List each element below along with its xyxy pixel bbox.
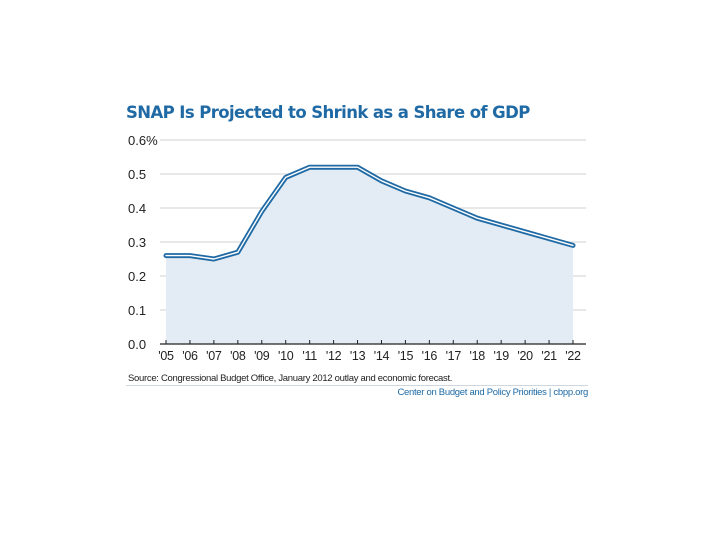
chart-title: SNAP Is Projected to Shrink as a Share o… xyxy=(126,103,530,122)
x-tick-label: '21 xyxy=(541,349,557,363)
x-tick-label: '17 xyxy=(446,349,462,363)
x-tick-label: '14 xyxy=(374,349,390,363)
y-tick-label: 0.3 xyxy=(128,235,146,250)
footer-divider xyxy=(126,385,588,386)
y-tick-label: 0.6% xyxy=(128,133,158,148)
series-line-highlight xyxy=(165,166,574,260)
x-tick-label: '05 xyxy=(158,349,174,363)
x-tick-label: '10 xyxy=(278,349,294,363)
y-tick-label: 0.5 xyxy=(128,167,146,182)
x-tick-label: '13 xyxy=(350,349,366,363)
x-tick-label: '07 xyxy=(206,349,222,363)
x-tick-label: '18 xyxy=(470,349,486,363)
source-note: Source: Congressional Budget Office, Jan… xyxy=(128,373,453,384)
x-tick-label: '06 xyxy=(182,349,198,363)
credit-link[interactable]: Center on Budget and Policy Priorities |… xyxy=(397,387,588,398)
x-tick-label: '11 xyxy=(302,349,317,363)
x-tick-label: '15 xyxy=(398,349,414,363)
line-layer xyxy=(163,164,576,262)
x-tick-label: '19 xyxy=(493,349,509,363)
y-tick-label: 0.0 xyxy=(128,337,146,352)
y-axis: 0.0 0.1 0.2 0.3 0.4 0.5 0.6% xyxy=(128,133,158,352)
x-tick-label: '16 xyxy=(422,349,438,363)
x-tick-label: '12 xyxy=(326,349,342,363)
y-tick-label: 0.1 xyxy=(128,303,146,318)
x-tick-label: '09 xyxy=(254,349,270,363)
x-tick-labels: '05 '06 '07 '08 '09 '10 '11 '12 '13 '14 '15 '16 '17 '… xyxy=(158,349,581,363)
x-tick-label: '08 xyxy=(230,349,246,363)
x-tick-label: '20 xyxy=(517,349,533,363)
area-layer xyxy=(166,167,573,344)
x-tick-label: '22 xyxy=(565,349,581,363)
area-fill xyxy=(166,167,573,344)
y-tick-label: 0.4 xyxy=(128,201,146,216)
x-axis xyxy=(160,340,586,345)
y-tick-label: 0.2 xyxy=(128,269,146,284)
